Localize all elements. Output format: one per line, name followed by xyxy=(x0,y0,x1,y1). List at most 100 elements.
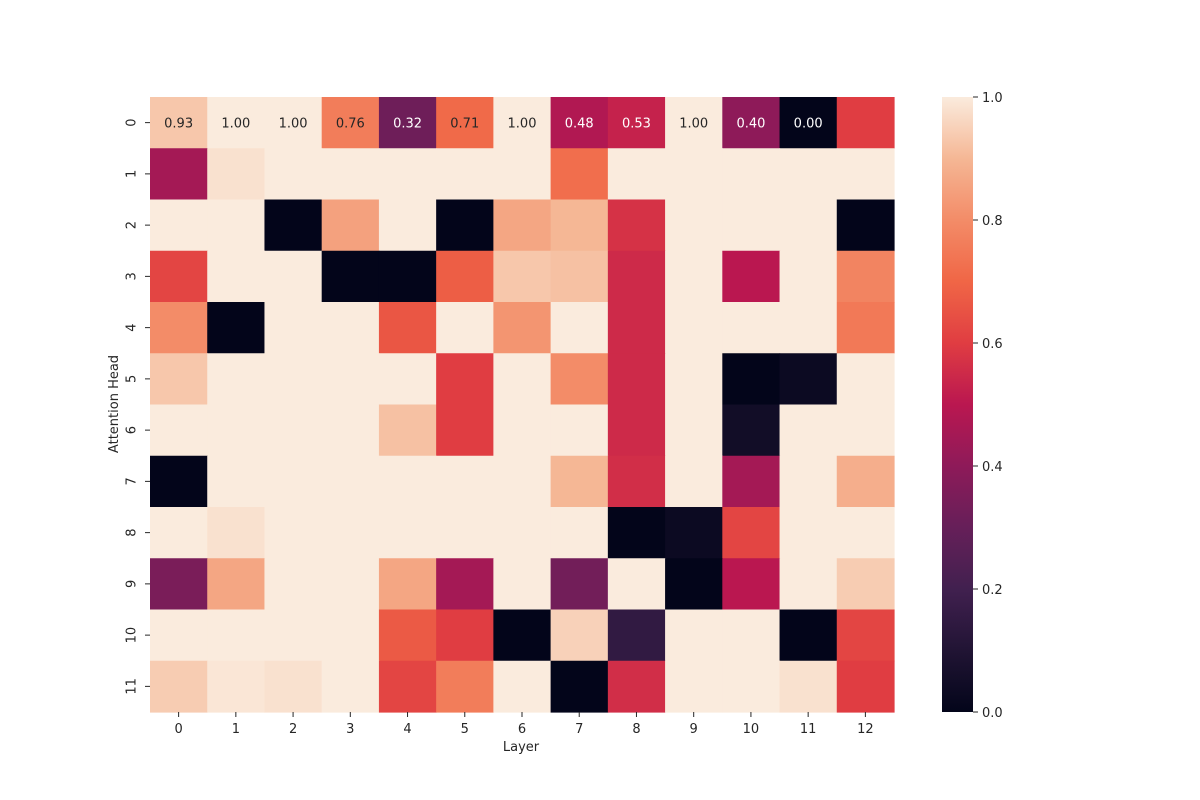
x-axis-label: Layer xyxy=(503,740,540,755)
heatmap-cell-r3-c11 xyxy=(779,250,838,303)
heatmap-cell-r4-c12 xyxy=(836,302,895,354)
heatmap-cell-r11-c7 xyxy=(550,660,609,713)
heatmap-cell-r0-c7 xyxy=(550,97,609,149)
y-tick-label-2: 2 xyxy=(125,221,140,229)
heatmap-cell-r6-c1 xyxy=(207,404,266,457)
heatmap-cell-r10-c12 xyxy=(836,609,895,662)
heatmap-cell-r9-c0 xyxy=(150,558,208,611)
x-tick-label-2: 2 xyxy=(289,722,297,737)
x-tick-label-5: 5 xyxy=(461,722,469,737)
heatmap-cell-r11-c0 xyxy=(150,660,208,713)
heatmap-cell-r3-c2 xyxy=(264,250,323,303)
heatmap-cell-r11-c10 xyxy=(722,660,781,713)
heatmap-cell-r8-c11 xyxy=(779,507,838,559)
heatmap-cell-r7-c0 xyxy=(150,455,208,508)
heatmap-cell-r11-c1 xyxy=(207,660,266,713)
y-tick-label-10: 10 xyxy=(125,627,140,644)
heatmap-cell-r5-c3 xyxy=(321,353,380,406)
heatmap-cell-r1-c6 xyxy=(493,148,552,201)
cell-annotation-c2: 1.00 xyxy=(279,117,308,132)
heatmap-cell-r0-c9 xyxy=(665,97,723,149)
heatmap-cell-r10-c2 xyxy=(264,609,323,662)
heatmap-cell-r2-c10 xyxy=(722,199,781,252)
heatmap-cell-r4-c10 xyxy=(722,302,781,354)
heatmap-cell-r6-c7 xyxy=(550,404,609,457)
y-tick-label-1: 1 xyxy=(125,170,140,178)
cell-annotation-c4: 0.32 xyxy=(393,117,422,132)
y-tick-label-7: 7 xyxy=(125,477,140,485)
heatmap-cell-r6-c5 xyxy=(436,404,494,457)
heatmap-cell-r7-c10 xyxy=(722,455,781,508)
heatmap-cell-r3-c12 xyxy=(836,250,895,303)
heatmap-cell-r3-c8 xyxy=(607,250,666,303)
heatmap-cell-r7-c11 xyxy=(779,455,838,508)
x-tick-label-8: 8 xyxy=(632,722,640,737)
heatmap-cell-r10-c7 xyxy=(550,609,609,662)
heatmap-cell-r7-c2 xyxy=(264,455,323,508)
heatmap-cell-r6-c11 xyxy=(779,404,838,457)
heatmap-cell-r2-c3 xyxy=(321,199,380,252)
heatmap-cell-r4-c7 xyxy=(550,302,609,354)
heatmap-cell-r9-c7 xyxy=(550,558,609,611)
colorbar-tick-label-0.6: 0.6 xyxy=(982,337,1003,352)
heatmap-cell-r2-c7 xyxy=(550,199,609,252)
cell-annotation-c0: 0.93 xyxy=(164,117,193,132)
heatmap-cell-r8-c8 xyxy=(607,507,666,559)
x-tick-label-11: 11 xyxy=(800,722,817,737)
heatmap-cell-r1-c5 xyxy=(436,148,494,201)
heatmap-cell-r8-c10 xyxy=(722,507,781,559)
heatmap-cell-r10-c3 xyxy=(321,609,380,662)
heatmap-cell-r2-c11 xyxy=(779,199,838,252)
heatmap-cell-r6-c10 xyxy=(722,404,781,457)
heatmap-cell-r3-c9 xyxy=(665,250,723,303)
heatmap-cell-r9-c6 xyxy=(493,558,552,611)
heatmap-cell-r1-c3 xyxy=(321,148,380,201)
heatmap-cell-r2-c2 xyxy=(264,199,323,252)
cell-annotation-c3: 0.76 xyxy=(336,117,365,132)
heatmap-cell-r8-c2 xyxy=(264,507,323,559)
heatmap-cell-r10-c1 xyxy=(207,609,266,662)
heatmap-cell-r11-c3 xyxy=(321,660,380,713)
heatmap-cell-r8-c7 xyxy=(550,507,609,559)
heatmap-cell-r2-c1 xyxy=(207,199,266,252)
heatmap-cell-r1-c11 xyxy=(779,148,838,201)
heatmap-cell-r11-c8 xyxy=(607,660,666,713)
heatmap-cell-r4-c5 xyxy=(436,302,494,354)
x-tick-label-3: 3 xyxy=(346,722,354,737)
heatmap-cell-r2-c6 xyxy=(493,199,552,252)
y-tick-label-8: 8 xyxy=(125,528,140,536)
cell-annotation-c1: 1.00 xyxy=(221,117,250,132)
heatmap-cell-r8-c1 xyxy=(207,507,266,559)
cell-annotation-c9: 1.00 xyxy=(679,117,708,132)
heatmap-cell-r10-c5 xyxy=(436,609,494,662)
colorbar-tick-label-0.8: 0.8 xyxy=(982,214,1003,229)
heatmap-cell-r4-c1 xyxy=(207,302,266,354)
heatmap-cell-r9-c2 xyxy=(264,558,323,611)
heatmap-cell-r11-c11 xyxy=(779,660,838,713)
heatmap-cell-r8-c12 xyxy=(836,507,895,559)
heatmap-cell-r0-c4 xyxy=(378,97,437,149)
heatmap-cell-r3-c10 xyxy=(722,250,781,303)
heatmap-cell-r10-c4 xyxy=(378,609,437,662)
heatmap-cell-r9-c12 xyxy=(836,558,895,611)
heatmap-cell-r6-c6 xyxy=(493,404,552,457)
heatmap-cell-r7-c1 xyxy=(207,455,266,508)
heatmap-cell-r1-c4 xyxy=(378,148,437,201)
heatmap-cell-r2-c5 xyxy=(436,199,494,252)
heatmap-cell-r11-c4 xyxy=(378,660,437,713)
heatmap-cell-r5-c0 xyxy=(150,353,208,406)
cell-annotation-c8: 0.53 xyxy=(622,117,651,132)
heatmap-cell-r3-c7 xyxy=(550,250,609,303)
heatmap-cell-r4-c9 xyxy=(665,302,723,354)
heatmap-cell-r0-c2 xyxy=(264,97,323,149)
heatmap-cell-r6-c12 xyxy=(836,404,895,457)
colorbar-tick-label-1.0: 1.0 xyxy=(982,91,1003,106)
heatmap-cell-r0-c11 xyxy=(779,97,838,149)
heatmap-cell-r11-c2 xyxy=(264,660,323,713)
y-tick-label-9: 9 xyxy=(125,580,140,588)
x-tick-label-0: 0 xyxy=(174,722,182,737)
heatmap-cell-r7-c12 xyxy=(836,455,895,508)
y-tick-label-5: 5 xyxy=(125,375,140,383)
heatmap-cell-r11-c6 xyxy=(493,660,552,713)
heatmap-cell-r11-c9 xyxy=(665,660,723,713)
